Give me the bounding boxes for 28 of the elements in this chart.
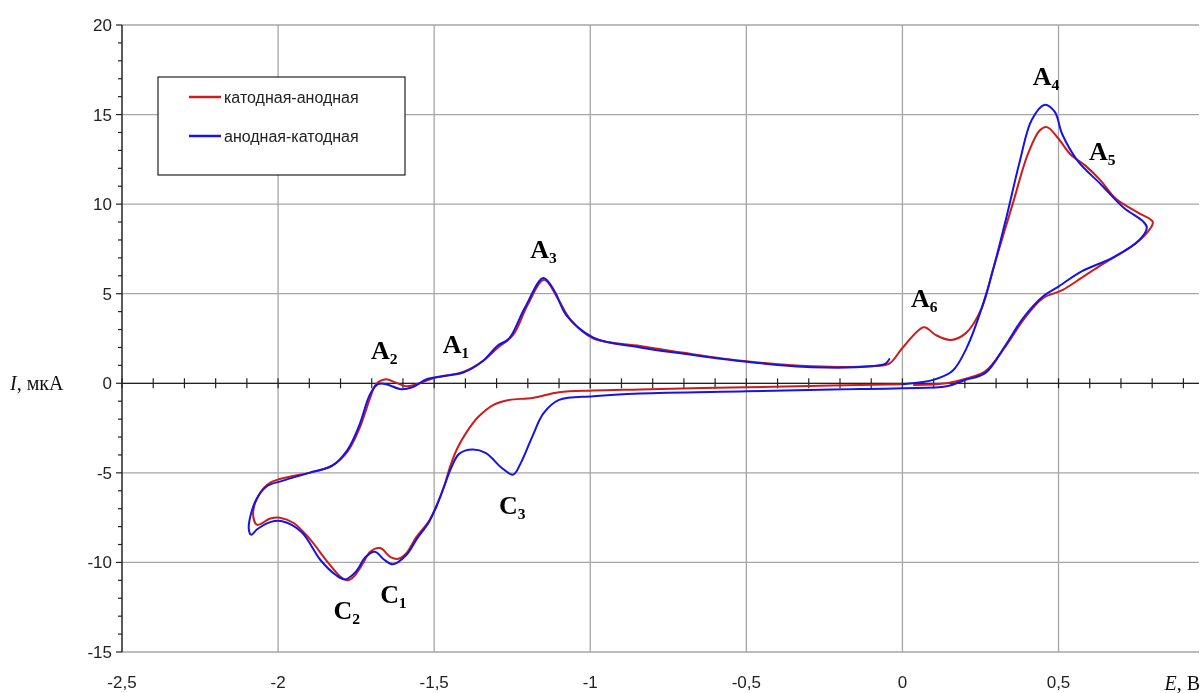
x-axis-title: E, В: [1163, 672, 1200, 693]
y-tick-label: 10: [93, 195, 112, 215]
x-tick-label: 0: [897, 672, 908, 692]
x-tick-label: -2,5: [107, 672, 137, 692]
x-tick-label: -0,5: [731, 672, 761, 692]
annotation: A₅: [1088, 136, 1116, 166]
x-tick-label: 0,5: [1046, 672, 1071, 692]
x-tick-label: -2: [270, 672, 286, 692]
legend-label: катодная-анодная: [224, 88, 359, 106]
x-tick-label: -1: [582, 672, 598, 692]
y-tick-label: 5: [102, 284, 112, 304]
annotation: A₄: [1032, 61, 1060, 91]
y-tick-label: -5: [96, 463, 112, 483]
y-tick-label: 15: [93, 105, 112, 125]
y-tick-label: 0: [102, 374, 112, 394]
y-tick-label: -15: [87, 642, 112, 662]
y-axis-title: I, мкА: [9, 372, 65, 395]
annotation: A₃: [530, 234, 557, 264]
y-tick-label: -10: [87, 553, 112, 573]
annotation: A₆: [911, 283, 938, 313]
x-tick-label: -1,5: [419, 672, 449, 692]
annotation: A₂: [370, 335, 398, 365]
annotation: A₁: [442, 329, 470, 359]
y-tick-label: 20: [93, 15, 112, 35]
annotation: C₃: [498, 490, 526, 520]
legend-label: анодная-катодная: [224, 127, 359, 145]
annotation: C₂: [333, 596, 361, 626]
annotation: C₁: [380, 580, 407, 610]
